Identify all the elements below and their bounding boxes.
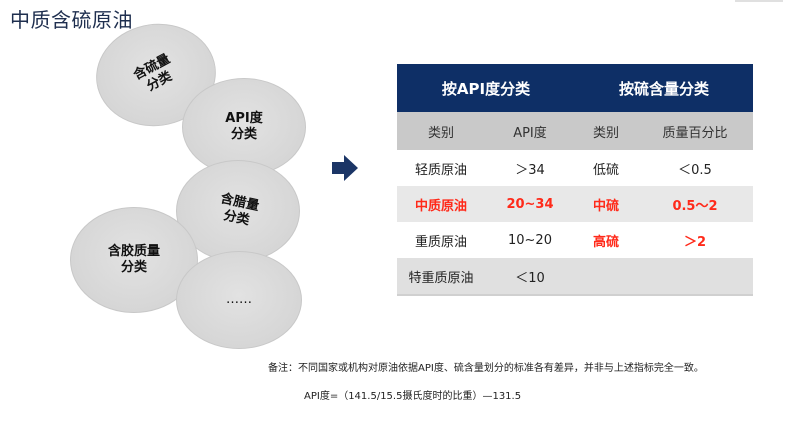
- table-cell: ＜10: [485, 258, 575, 296]
- table-column-header: 类别 API度 类别 质量百分比: [397, 112, 753, 150]
- table-cell: ＜0.5: [637, 150, 753, 186]
- table-cell: 0.5～2: [637, 186, 753, 222]
- group-header-sulfur: 按硫含量分类: [575, 64, 753, 112]
- bubble-label: ……: [226, 292, 252, 307]
- table-cell: 中硫: [575, 186, 637, 222]
- table-cell: 20~34: [485, 186, 575, 222]
- col-header: 质量百分比: [637, 112, 753, 150]
- table-group-header: 按API度分类 按硫含量分类: [397, 64, 753, 112]
- crude-oil-classification-table: 按API度分类 按硫含量分类 类别 API度 类别 质量百分比 轻质原油 ＞34…: [397, 64, 753, 296]
- bubble-wax-classification: 含腊量分类: [176, 160, 300, 262]
- table-row: 特重质原油 ＜10: [397, 258, 753, 296]
- table-cell: [637, 258, 753, 296]
- footnote: 备注：不同国家或机构对原油依据API度、硫含量划分的标准各有差异，并非与上述指标…: [268, 363, 704, 374]
- bubble-more: ……: [176, 251, 302, 349]
- group-header-api: 按API度分类: [397, 64, 575, 112]
- col-header: API度: [485, 112, 575, 150]
- table-cell: 10~20: [485, 222, 575, 258]
- arrow-right-icon: [332, 155, 358, 181]
- table-cell: 轻质原油: [397, 150, 485, 186]
- table-cell: 特重质原油: [397, 258, 485, 296]
- bubble-api-classification: API度分类: [182, 78, 306, 176]
- col-header: 类别: [575, 112, 637, 150]
- api-formula: API度=（141.5/15.5摄氏度时的比重）—131.5: [304, 391, 522, 402]
- bubble-label: 含硫量分类: [131, 51, 175, 95]
- table-cell: [575, 258, 637, 296]
- bubble-label: 含胶质量分类: [107, 244, 160, 275]
- page-title: 中质含硫原油: [10, 8, 133, 32]
- table-row: 轻质原油 ＞34 低硫 ＜0.5: [397, 150, 753, 186]
- divider: [735, 0, 783, 2]
- table-cell: 高硫: [575, 222, 637, 258]
- table-cell: ＞2: [637, 222, 753, 258]
- table-row-highlighted: 中质原油 20~34 中硫 0.5～2: [397, 186, 753, 222]
- col-header: 类别: [397, 112, 485, 150]
- table-cell: 中质原油: [397, 186, 485, 222]
- bubble-label: API度分类: [225, 111, 263, 142]
- bubble-label: 含腊量分类: [219, 191, 261, 229]
- table-row: 重质原油 10~20 高硫 ＞2: [397, 222, 753, 258]
- table-cell: ＞34: [485, 150, 575, 186]
- table-cell: 低硫: [575, 150, 637, 186]
- table-cell: 重质原油: [397, 222, 485, 258]
